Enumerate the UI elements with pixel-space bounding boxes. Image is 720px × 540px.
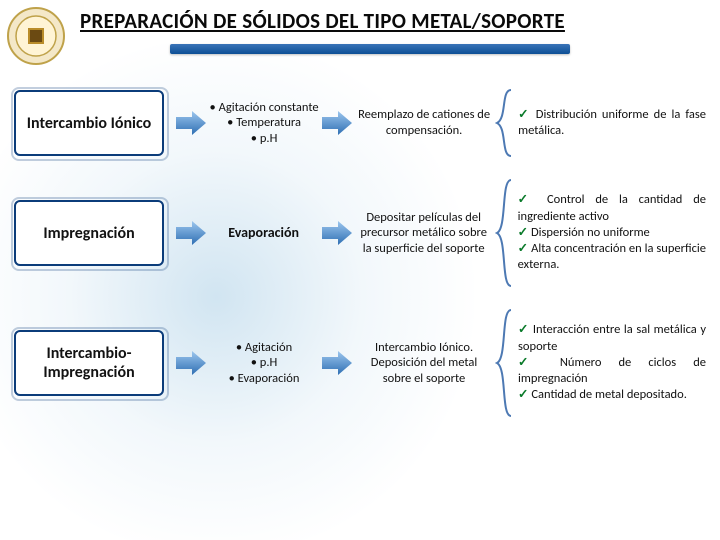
- title-underline-bar: [170, 44, 570, 54]
- mid-description: Intercambio Iónico. Deposición del metal…: [354, 340, 494, 387]
- arrow-icon: [320, 351, 354, 375]
- outcome-item: Control de la cantidad de ingrediente ac…: [518, 192, 706, 225]
- seal-icon: [6, 6, 66, 66]
- arrow-icon: [174, 111, 208, 135]
- brace-icon: [494, 88, 518, 158]
- step-line: Temperatura: [208, 115, 320, 131]
- page-title: PREPARACIÓN DE SÓLIDOS DEL TIPO METAL/SO…: [80, 8, 716, 34]
- outcomes: Control de la cantidad de ingrediente ac…: [518, 192, 706, 273]
- step-title: Evaporación: [208, 224, 320, 242]
- arrow-icon: [320, 111, 354, 135]
- mid-description: Reemplazo de cationes de compensación.: [354, 107, 494, 138]
- outcome-item: Dispersión no uniforme: [518, 225, 706, 241]
- arrow-icon: [320, 221, 354, 245]
- step-line: Evaporación: [208, 371, 320, 387]
- outcomes: Distribución uniforme de la fase metálic…: [518, 107, 706, 140]
- flow-row: Intercambio- Impregnación Agitación p.H …: [0, 298, 720, 428]
- university-seal-logo: [6, 6, 66, 66]
- brace-icon: [494, 178, 518, 288]
- rows-container: Intercambio Iónico Agitación constante T…: [0, 78, 720, 428]
- outcome-item: Número de ciclos de impregnación: [518, 355, 706, 388]
- method-box-intercambio-impregnacion: Intercambio- Impregnación: [14, 330, 164, 396]
- flow-row: Intercambio Iónico Agitación constante T…: [0, 78, 720, 168]
- brace-icon: [494, 308, 518, 418]
- step-line: Agitación constante: [208, 100, 320, 116]
- mid-description: Depositar películas del precursor metáli…: [354, 210, 494, 257]
- method-box-intercambio-ionico: Intercambio Iónico: [14, 90, 164, 156]
- outcomes: Interacción entre la sal metálica y sopo…: [518, 322, 706, 403]
- outcome-item: Cantidad de metal depositado.: [518, 387, 706, 403]
- arrow-icon: [174, 221, 208, 245]
- step-line: p.H: [208, 355, 320, 371]
- step-line: p.H: [208, 131, 320, 147]
- flow-row: Impregnación Evaporación Depositar pelíc…: [0, 168, 720, 298]
- outcome-item: Alta concentración en la superficie exte…: [518, 241, 706, 274]
- method-box-impregnacion: Impregnación: [14, 200, 164, 266]
- step-parameters: Agitación p.H Evaporación: [208, 340, 320, 387]
- arrow-icon: [174, 351, 208, 375]
- step-line: Agitación: [208, 340, 320, 356]
- method-label: Impregnación: [43, 224, 134, 243]
- method-label: Intercambio- Impregnación: [16, 344, 162, 382]
- method-label: Intercambio Iónico: [27, 114, 151, 133]
- outcome-item: Distribución uniforme de la fase metálic…: [518, 107, 706, 140]
- step-parameters: Evaporación: [208, 224, 320, 242]
- outcome-item: Interacción entre la sal metálica y sopo…: [518, 322, 706, 355]
- step-parameters: Agitación constante Temperatura p.H: [208, 100, 320, 147]
